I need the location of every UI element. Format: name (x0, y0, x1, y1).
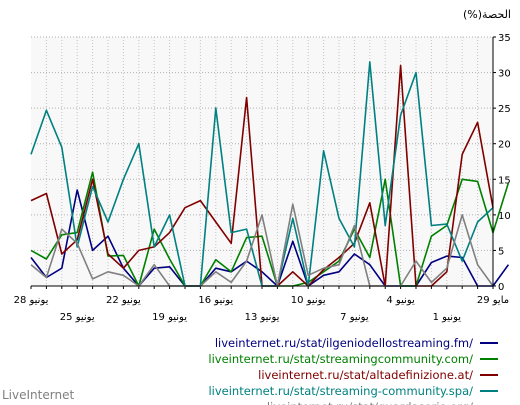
x-tick-label: 19 يونيو (152, 312, 187, 323)
y-tick-label: 25 (498, 104, 511, 115)
plot-area (31, 37, 493, 286)
legend: liveinternet.ru/stat/ilgeniodellostreami… (208, 336, 498, 405)
x-tick-label: 29 مايو (477, 295, 509, 306)
y-tick-label: 10 (498, 211, 511, 222)
legend-entry-5: liveinternet.ru/stat/guardaserie.org/ (267, 400, 473, 405)
y-tick-label: 0 (498, 282, 504, 293)
y-tick-label: 30 (498, 69, 511, 80)
x-axis-ticks: 28 يونيو 25 يونيو 22 يونيو 19 يونيو 16 يونيو… (14, 286, 509, 323)
x-tick-label: 7 يونيو (340, 312, 369, 323)
series-line-5 (30, 203, 494, 287)
legend-entry-1: liveinternet.ru/stat/ilgeniodellostreami… (215, 336, 473, 350)
x-tick-label: 4 يونيو (386, 295, 415, 306)
legend-entry-3: liveinternet.ru/stat/altadefinizione.at/ (258, 368, 473, 382)
y-axis-label: (%)الحصة (463, 8, 511, 21)
legend-entry-4: liveinternet.ru/stat/streaming-community… (208, 384, 473, 398)
x-tick-label: 28 يونيو (14, 295, 49, 306)
x-tick-label: 1 يونيو (433, 312, 462, 323)
y-tick-label: 15 (498, 175, 511, 186)
brand-label: LiveInternet (2, 388, 74, 402)
x-tick-label: 25 يونيو (60, 312, 95, 323)
x-tick-label: 16 يونيو (198, 295, 233, 306)
x-tick-label: 10 يونيو (291, 295, 326, 306)
y-tick-label: 5 (498, 246, 504, 257)
series-line-1 (30, 189, 510, 287)
y-tick-label: 35 (498, 33, 511, 44)
x-tick-label: 22 يونيو (106, 295, 141, 306)
legend-entry-2: liveinternet.ru/stat/streamingcommunity.… (208, 352, 473, 366)
y-tick-label: 20 (498, 140, 511, 151)
x-tick-label: 13 يونيو (245, 312, 280, 323)
